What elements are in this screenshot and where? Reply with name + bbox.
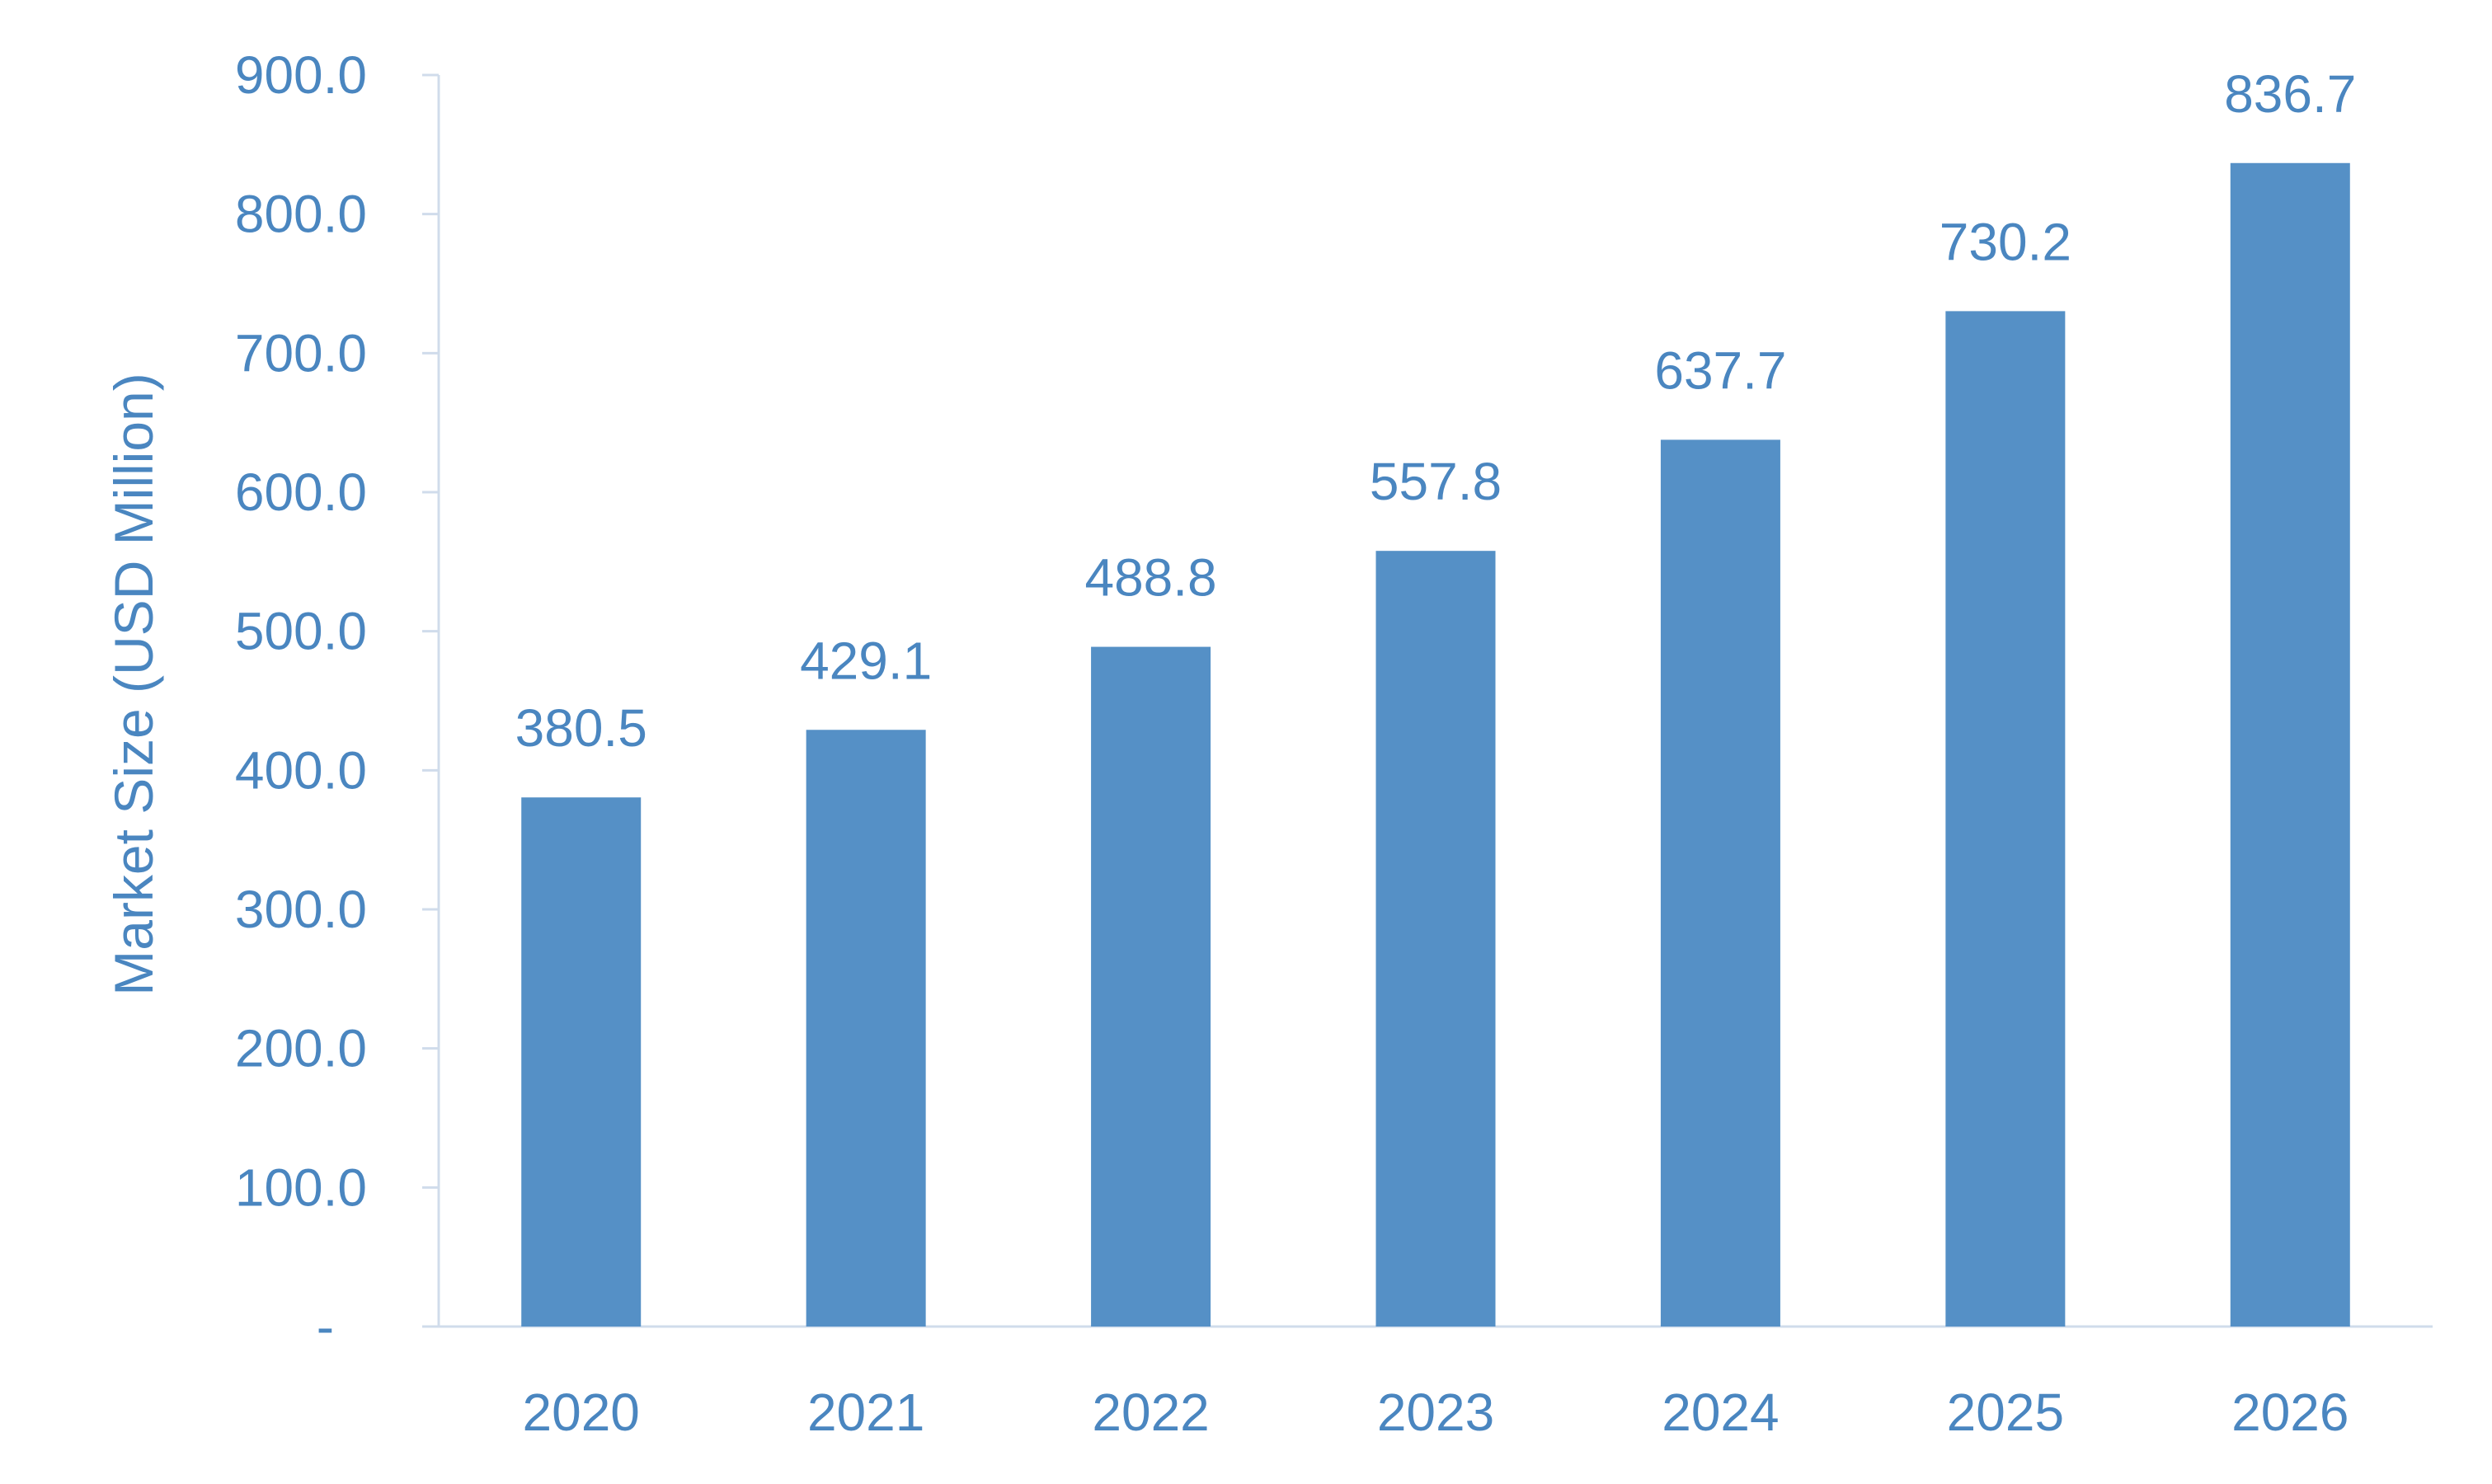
y-tick-label: 900.0	[235, 45, 367, 105]
x-tick-label: 2026	[2231, 1383, 2349, 1442]
data-label: 488.8	[1084, 548, 1216, 608]
data-label: 380.5	[515, 698, 647, 758]
y-tick-label: -	[317, 1297, 334, 1356]
bar-2024	[1660, 439, 1780, 1327]
y-axis-title: Market Size (USD Million)	[103, 373, 164, 995]
x-axis: 2020 2021 2022 2023 2024 2025 2026	[422, 1325, 2433, 1442]
data-label: 429.1	[800, 631, 932, 690]
data-labels: 380.5 429.1 488.8 557.8 637.7 730.2 836.7	[515, 64, 2357, 758]
x-tick-label: 2021	[807, 1383, 924, 1442]
y-tick-label: 200.0	[235, 1019, 367, 1078]
x-tick-label: 2020	[523, 1383, 640, 1442]
bar-2025	[1945, 311, 2066, 1327]
bar-2026	[2230, 162, 2350, 1327]
x-tick-label: 2024	[1662, 1383, 1779, 1442]
bar-2022	[1091, 646, 1211, 1327]
data-label: 836.7	[2224, 64, 2356, 124]
y-tick-label: 500.0	[235, 602, 367, 661]
y-axis: - 100.0 200.0 300.0 400.0 500.0 600.0 700.0 800.…	[235, 45, 440, 1356]
data-label: 637.7	[1654, 340, 1786, 400]
y-tick-label: 700.0	[235, 323, 367, 383]
x-tick-label: 2025	[1947, 1383, 2064, 1442]
y-tick-label: 100.0	[235, 1158, 367, 1217]
y-tick-label: 600.0	[235, 463, 367, 522]
bar-2021	[806, 730, 926, 1327]
y-tick-label: 300.0	[235, 880, 367, 939]
data-label: 730.2	[1940, 212, 2071, 271]
x-tick-label: 2022	[1092, 1383, 1209, 1442]
y-tick-label: 800.0	[235, 185, 367, 244]
bars	[521, 162, 2350, 1327]
bar-2020	[521, 797, 642, 1327]
bar-2023	[1375, 551, 1496, 1327]
data-label: 557.8	[1370, 452, 1502, 511]
y-tick-label: 400.0	[235, 740, 367, 800]
x-tick-label: 2023	[1377, 1383, 1494, 1442]
